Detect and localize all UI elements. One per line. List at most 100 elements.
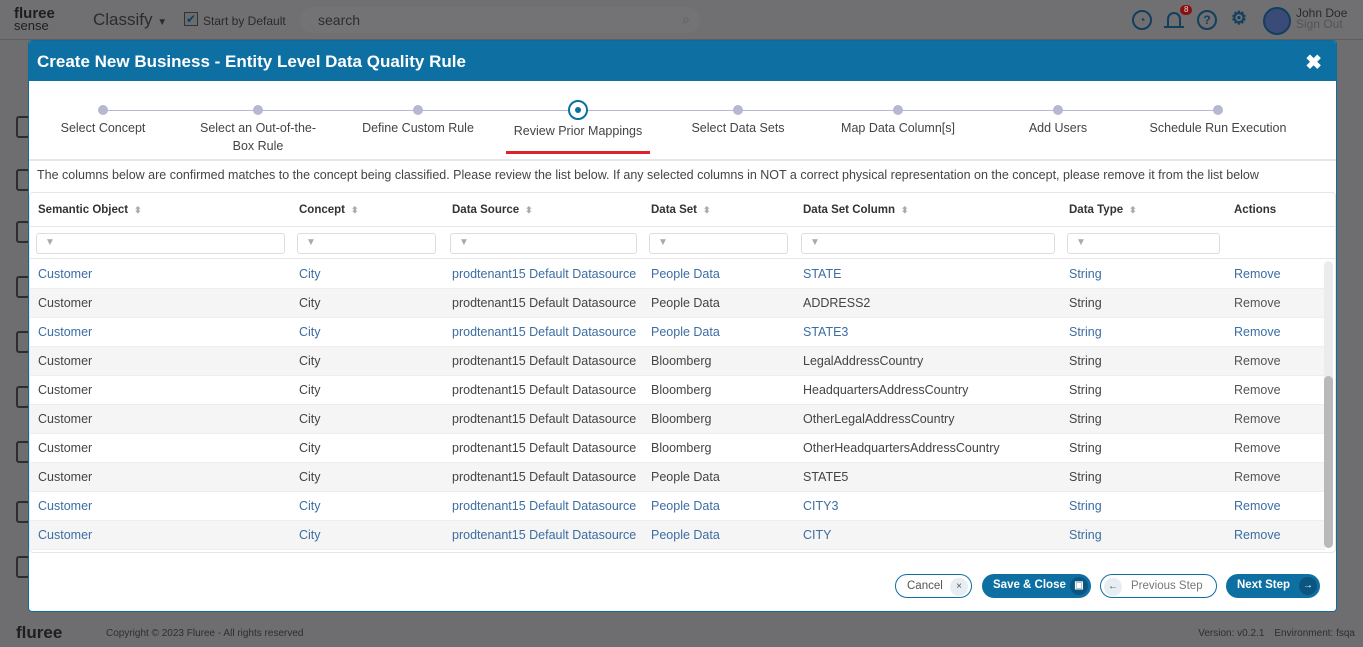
table-row: Customer City prodtenant15 Default Datasou… <box>30 434 1325 463</box>
sort-icon[interactable]: ⬍ <box>525 205 533 215</box>
pie-chart-icon[interactable]: ◔ <box>1132 10 1152 30</box>
bell-icon[interactable] <box>1164 12 1184 28</box>
column-label: Concept <box>299 204 345 216</box>
column-label: Data Set Column <box>803 204 896 216</box>
remove-link[interactable]: Remove <box>1234 528 1281 542</box>
step-1[interactable]: Select an Out-of-the-Box Rule <box>178 105 338 155</box>
step-3[interactable]: Review Prior Mappings <box>498 100 658 154</box>
scrollbar-thumb[interactable] <box>1324 376 1333 548</box>
user-menu[interactable]: John Doe Sign Out <box>1296 6 1348 31</box>
table-cell: City <box>299 528 321 542</box>
close-icon: × <box>950 578 968 596</box>
step-dot <box>413 105 423 115</box>
column-label: Data Type <box>1069 204 1124 216</box>
notification-badge: 8 <box>1180 5 1193 15</box>
info-text: The columns below are confirmed matches … <box>37 168 1259 182</box>
remove-link[interactable]: Remove <box>1234 499 1281 513</box>
next-step-button[interactable]: Next Step → <box>1226 574 1320 598</box>
column-header[interactable]: Data Set Column ⬍ <box>803 204 909 216</box>
remove-link[interactable]: Remove <box>1234 441 1281 455</box>
column-header[interactable]: Concept ⬍ <box>299 204 359 216</box>
table-cell: CITY3 <box>803 499 839 513</box>
column-header[interactable]: Data Set ⬍ <box>651 204 711 216</box>
start-by-default-label: Start by Default <box>203 14 286 28</box>
remove-link[interactable]: Remove <box>1234 412 1281 426</box>
start-by-default-checkbox[interactable]: ✔ <box>184 12 198 26</box>
search-icon: ⌕ <box>682 11 690 27</box>
active-step-underline <box>506 151 650 154</box>
save-close-button[interactable]: Save & Close ▣ <box>982 574 1091 598</box>
table-cell: City <box>299 499 321 513</box>
column-filter-input[interactable]: ▼ <box>297 233 436 254</box>
column-header[interactable]: Data Type ⬍ <box>1069 204 1137 216</box>
avatar[interactable] <box>1263 7 1291 35</box>
remove-link[interactable]: Remove <box>1234 325 1281 339</box>
table-cell: HeadquartersAddressCountry <box>803 383 969 397</box>
table-cell: Customer <box>38 325 93 339</box>
step-0[interactable]: Select Concept <box>29 105 183 137</box>
table-cell: prodtenant15 Default Datasource <box>452 325 637 339</box>
column-filter-input[interactable]: ▼ <box>1067 233 1220 254</box>
table-cell: City <box>299 412 321 426</box>
previous-step-button[interactable]: ← Previous Step <box>1100 574 1217 598</box>
filter-icon: ▼ <box>459 237 469 248</box>
environment: Environment: fsqa <box>1274 628 1355 639</box>
column-header[interactable]: Data Source ⬍ <box>452 204 533 216</box>
step-4[interactable]: Select Data Sets <box>658 105 818 137</box>
table-cell: Bloomberg <box>651 354 712 368</box>
table-cell: Customer <box>38 383 93 397</box>
search-input[interactable]: search ⌕ <box>300 7 700 33</box>
column-header[interactable]: Actions <box>1234 204 1276 216</box>
column-filter-input[interactable]: ▼ <box>450 233 637 254</box>
table-cell: City <box>299 383 321 397</box>
table-cell: prodtenant15 Default Datasource <box>452 267 637 281</box>
table-cell: Customer <box>38 296 93 310</box>
step-2[interactable]: Define Custom Rule <box>338 105 498 137</box>
sign-out-link[interactable]: Sign Out <box>1296 17 1343 31</box>
filter-icon: ▼ <box>45 237 55 248</box>
step-6[interactable]: Add Users <box>978 105 1138 137</box>
filter-icon: ▼ <box>1076 237 1086 248</box>
step-label: Schedule Run Execution <box>1149 121 1287 135</box>
step-dot <box>893 105 903 115</box>
table-cell: People Data <box>651 528 720 542</box>
column-label: Semantic Object <box>38 204 129 216</box>
table-cell: Customer <box>38 354 93 368</box>
step-label: Map Data Column[s] <box>841 121 955 135</box>
sort-icon[interactable]: ⬍ <box>134 205 142 215</box>
remove-link[interactable]: Remove <box>1234 267 1281 281</box>
sort-icon[interactable]: ⬍ <box>901 205 909 215</box>
app-switcher[interactable]: Classify ▼ <box>93 10 168 29</box>
remove-link[interactable]: Remove <box>1234 383 1281 397</box>
cancel-button[interactable]: Cancel × <box>895 574 972 598</box>
version: Version: v0.2.1 <box>1198 628 1265 639</box>
footer-logo: fluree <box>16 623 63 642</box>
remove-link[interactable]: Remove <box>1234 296 1281 310</box>
remove-link[interactable]: Remove <box>1234 470 1281 484</box>
column-filter-input[interactable]: ▼ <box>649 233 788 254</box>
remove-link[interactable]: Remove <box>1234 354 1281 368</box>
sort-icon[interactable]: ⬍ <box>703 205 711 215</box>
scrollbar[interactable] <box>1324 261 1333 548</box>
close-icon[interactable]: ✖ <box>1305 52 1322 74</box>
sort-icon[interactable]: ⬍ <box>351 205 359 215</box>
column-header[interactable]: Semantic Object ⬍ <box>38 204 142 216</box>
table-cell: Customer <box>38 412 93 426</box>
step-7[interactable]: Schedule Run Execution <box>1138 105 1298 137</box>
table-row: Customer City prodtenant15 Default Datasou… <box>30 405 1325 434</box>
help-icon[interactable]: ? <box>1197 10 1217 30</box>
table-cell: City <box>299 267 321 281</box>
table-cell: String <box>1069 441 1102 455</box>
table-cell: Customer <box>38 499 93 513</box>
table-cell: String <box>1069 499 1102 513</box>
table-row: Customer City prodtenant15 Default Datasou… <box>30 289 1325 318</box>
table-cell: prodtenant15 Default Datasource <box>452 441 637 455</box>
filter-icon: ▼ <box>658 237 668 248</box>
step-5[interactable]: Map Data Column[s] <box>818 105 978 137</box>
column-filter-input[interactable]: ▼ <box>801 233 1055 254</box>
footer: fluree Copyright © 2023 Fluree - All rig… <box>0 617 1363 647</box>
sort-icon[interactable]: ⬍ <box>1129 205 1137 215</box>
modal-title: Create New Business - Entity Level Data … <box>29 41 1336 81</box>
column-filter-input[interactable]: ▼ <box>36 233 285 254</box>
gear-icon[interactable]: ⚙ <box>1230 8 1248 28</box>
